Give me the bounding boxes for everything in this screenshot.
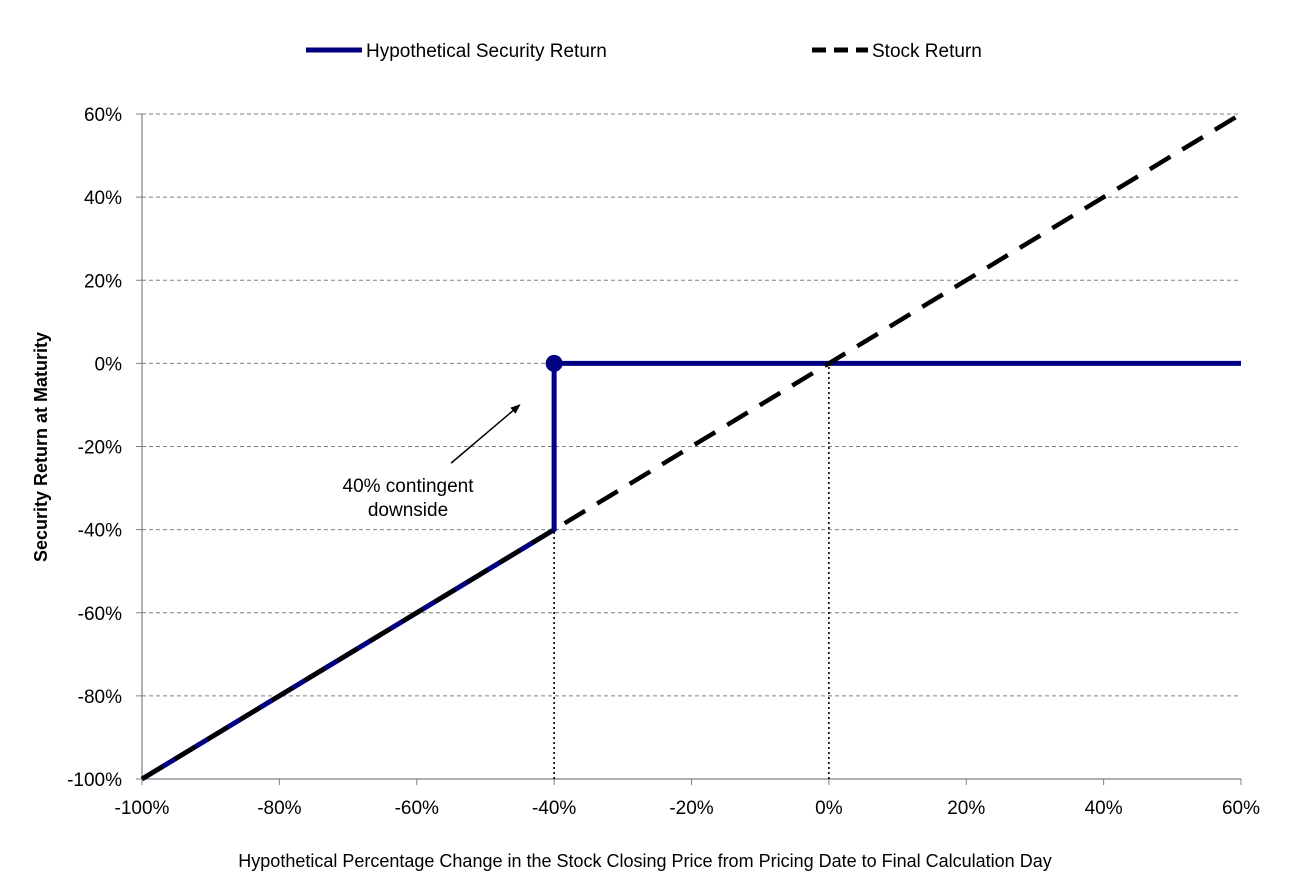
series-line-security-return bbox=[140, 360, 1241, 782]
x-tick-label: -20% bbox=[669, 798, 713, 819]
grid-layer bbox=[142, 113, 1241, 697]
y-tick-label: -60% bbox=[78, 604, 122, 625]
x-tick-label: -80% bbox=[257, 798, 301, 819]
y-tick-label: -40% bbox=[78, 521, 122, 542]
y-axis-title: Security Return at Maturity bbox=[31, 332, 51, 562]
axis-layer bbox=[136, 113, 1242, 785]
x-tick-label: 0% bbox=[815, 798, 843, 819]
legend-label: Stock Return bbox=[872, 41, 982, 62]
series-line-stock-return bbox=[140, 112, 1243, 781]
y-tick-label: 60% bbox=[84, 105, 122, 126]
axis-labels-layer: -100% -80% -60% -40% -20% 0% 20% 40% 60% -100% -80… bbox=[31, 105, 1260, 871]
reference-lines-layer bbox=[553, 363, 830, 779]
x-tick-label: -40% bbox=[532, 798, 576, 819]
annotation-layer: 40% contingent downside bbox=[343, 404, 521, 521]
data-point-marker bbox=[545, 354, 563, 372]
y-tick-label: 40% bbox=[84, 188, 122, 209]
annotation-line: downside bbox=[368, 500, 448, 521]
x-tick-label: 40% bbox=[1085, 798, 1123, 819]
series-layer bbox=[140, 112, 1243, 782]
x-axis-title: Hypothetical Percentage Change in the St… bbox=[238, 851, 1051, 871]
x-tick-label: 20% bbox=[947, 798, 985, 819]
y-tick-label: -100% bbox=[67, 770, 122, 791]
y-tick-label: -80% bbox=[78, 687, 122, 708]
annotation-label: 40% contingent downside bbox=[343, 476, 475, 521]
x-tick-label: -60% bbox=[395, 798, 439, 819]
annotation-line: 40% contingent bbox=[343, 476, 475, 497]
y-tick-label: -20% bbox=[78, 438, 122, 459]
annotation-arrow bbox=[450, 404, 521, 464]
x-tick-label: 60% bbox=[1222, 798, 1260, 819]
y-tick-label: 20% bbox=[84, 271, 122, 292]
legend: Hypothetical Security Return Stock Return bbox=[306, 41, 982, 62]
x-tick-label: -100% bbox=[115, 798, 170, 819]
y-tick-label: 0% bbox=[95, 354, 123, 375]
legend-label: Hypothetical Security Return bbox=[366, 41, 607, 62]
